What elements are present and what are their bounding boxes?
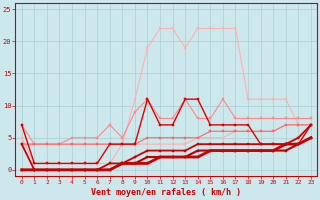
- X-axis label: Vent moyen/en rafales ( km/h ): Vent moyen/en rafales ( km/h ): [91, 188, 241, 197]
